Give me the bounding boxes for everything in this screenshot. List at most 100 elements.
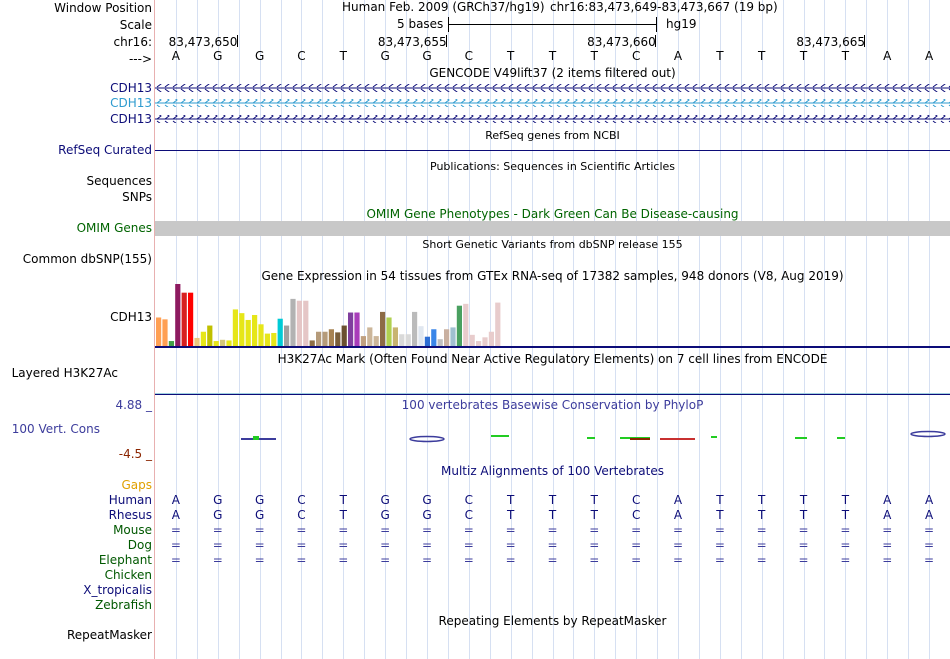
refseq-track-label[interactable]: RefSeq Curated: [58, 143, 152, 157]
gtex-tissue-bar[interactable]: [181, 292, 187, 346]
gtex-tissue-bar[interactable]: [322, 331, 328, 346]
snps-track-label[interactable]: SNPs: [122, 190, 152, 204]
gtex-tissue-bar[interactable]: [245, 319, 251, 346]
identical-base-marker: =: [463, 538, 474, 552]
gtex-tissue-bar[interactable]: [220, 339, 226, 346]
gtex-tissue-bar[interactable]: [277, 318, 283, 346]
gencode-item-cdh13-2[interactable]: CDH13: [110, 96, 152, 110]
gtex-tissue-bar[interactable]: [239, 313, 245, 346]
identical-base-marker: =: [170, 523, 181, 537]
human-base: C: [297, 493, 306, 507]
identical-base-marker: =: [589, 538, 600, 552]
omim-track-label[interactable]: OMIM Genes: [76, 221, 152, 235]
gtex-tissue-bar[interactable]: [463, 303, 469, 346]
gtex-tissue-bar[interactable]: [380, 311, 386, 346]
rhesus-base: T: [590, 508, 598, 522]
gtex-tissue-bar[interactable]: [392, 327, 398, 346]
base-letter: T: [799, 49, 808, 63]
cons-wiggle[interactable]: [155, 430, 950, 450]
gtex-tissue-bar[interactable]: [213, 341, 219, 346]
gencode-item-cdh13-3[interactable]: CDH13: [110, 112, 152, 126]
gtex-tissue-bar[interactable]: [194, 337, 200, 346]
species-chicken-label: Chicken: [104, 568, 152, 582]
gtex-tissue-bar[interactable]: [431, 329, 437, 346]
identical-base-marker: =: [882, 538, 893, 552]
h3k27ac-baseline: [155, 394, 950, 395]
gtex-tissue-bar[interactable]: [456, 305, 462, 346]
gtex-track-title: Gene Expression in 54 tissues from GTEx …: [261, 269, 844, 283]
gtex-tissue-bar[interactable]: [168, 341, 174, 346]
gtex-tissue-bar[interactable]: [284, 325, 290, 346]
gtex-bar-chart[interactable]: [155, 283, 555, 347]
sequences-track-label[interactable]: Sequences: [86, 174, 152, 188]
gtex-tissue-bar[interactable]: [424, 336, 430, 346]
base-letter: A: [673, 49, 683, 63]
gtex-tissue-bar[interactable]: [232, 309, 238, 346]
gtex-tissue-bar[interactable]: [367, 327, 373, 346]
dbsnp-track-label[interactable]: Common dbSNP(155): [22, 252, 152, 266]
gtex-tissue-bar[interactable]: [303, 300, 309, 346]
refseq-track-title: RefSeq genes from NCBI: [485, 129, 620, 142]
gtex-tissue-bar[interactable]: [264, 333, 270, 346]
gtex-tissue-bar[interactable]: [252, 315, 258, 346]
gtex-tissue-bar[interactable]: [348, 312, 354, 346]
gtex-tissue-bar[interactable]: [296, 300, 302, 346]
gtex-tissue-bar[interactable]: [405, 334, 411, 346]
rhesus-base: A: [924, 508, 934, 522]
gtex-tissue-bar[interactable]: [341, 325, 347, 346]
gtex-tissue-bar[interactable]: [162, 319, 168, 346]
human-base: T: [506, 493, 515, 507]
gtex-tissue-bar[interactable]: [175, 284, 181, 346]
base-letter: G: [422, 49, 432, 63]
gtex-tissue-bar[interactable]: [328, 329, 334, 346]
gtex-tissue-bar[interactable]: [354, 312, 360, 346]
omim-gene-bar[interactable]: [155, 221, 950, 236]
gtex-tissue-bar[interactable]: [309, 340, 315, 346]
refseq-gene-line[interactable]: [155, 150, 950, 151]
identical-base-marker: =: [505, 553, 516, 567]
position-tick-label: 83,473,650: [168, 35, 238, 49]
gtex-tissue-bar[interactable]: [450, 327, 456, 346]
gtex-tissue-bar[interactable]: [488, 331, 494, 346]
gtex-tissue-bar[interactable]: [373, 336, 379, 346]
gtex-tissue-bar[interactable]: [412, 311, 418, 346]
rhesus-base: C: [631, 508, 641, 522]
species-human-label: Human: [108, 493, 152, 507]
gtex-tissue-bar[interactable]: [156, 317, 162, 346]
gencode-gene-lines[interactable]: [155, 80, 950, 140]
human-base: C: [464, 493, 473, 507]
gtex-tissue-bar[interactable]: [399, 334, 405, 346]
identical-base-marker: =: [798, 553, 809, 567]
cons-track-label[interactable]: 100 Vert. Cons: [11, 422, 100, 436]
gtex-gene-label[interactable]: CDH13: [110, 310, 152, 324]
gencode-item-cdh13-1[interactable]: CDH13: [110, 81, 152, 95]
gtex-tissue-bar[interactable]: [290, 298, 296, 346]
gtex-tissue-bar[interactable]: [469, 334, 475, 346]
rhesus-base: T: [548, 508, 557, 522]
gtex-tissue-bar[interactable]: [316, 331, 322, 346]
cons-min-label: -4.5 _: [118, 447, 152, 461]
identical-base-marker: =: [756, 523, 767, 537]
gtex-tissue-bar[interactable]: [258, 324, 264, 346]
gtex-tissue-bar[interactable]: [437, 339, 443, 346]
identical-base-marker: =: [254, 538, 265, 552]
gtex-tissue-bar[interactable]: [476, 341, 482, 346]
gtex-tissue-bar[interactable]: [226, 340, 232, 346]
gtex-tissue-bar[interactable]: [335, 332, 341, 346]
gtex-tissue-bar[interactable]: [482, 337, 488, 346]
h3k27ac-track-label[interactable]: Layered H3K27Ac: [11, 366, 118, 380]
gtex-tissue-bar[interactable]: [418, 326, 424, 346]
gtex-tissue-bar[interactable]: [360, 336, 366, 346]
gtex-tissue-bar[interactable]: [386, 317, 392, 346]
track-image[interactable]: Human Feb. 2009 (GRCh37/hg19) chr16:83,4…: [155, 0, 950, 659]
repeatmasker-track-label[interactable]: RepeatMasker: [66, 628, 152, 642]
h3k27ac-signal[interactable]: [155, 393, 950, 394]
gtex-tissue-bar[interactable]: [200, 331, 206, 346]
gtex-tissue-bar[interactable]: [188, 292, 194, 346]
base-letter: T: [758, 49, 766, 63]
gtex-tissue-bar[interactable]: [271, 332, 277, 346]
gtex-tissue-bar[interactable]: [444, 329, 450, 346]
gtex-tissue-bar[interactable]: [495, 302, 501, 346]
gtex-tissue-bar[interactable]: [207, 325, 213, 346]
human-base: T: [758, 493, 766, 507]
